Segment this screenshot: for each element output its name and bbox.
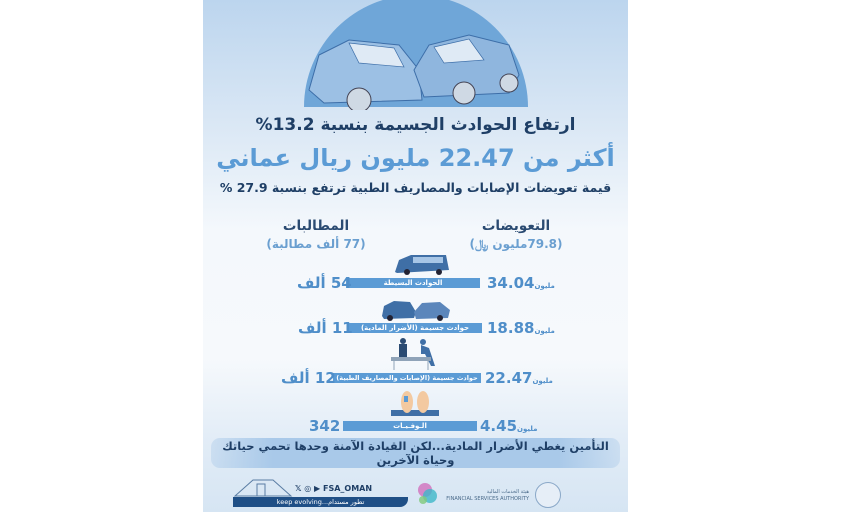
x-icon[interactable]: 𝕏 [295, 484, 302, 493]
fsa-seal-logo [535, 482, 561, 508]
car-crash-illustration [308, 34, 520, 110]
subheadline: قيمة تعويضات الإصابات والمصاريف الطبية ت… [219, 180, 612, 195]
compensation-value: 4.45 [480, 417, 518, 435]
row-compensation-material: مليون18.88 [487, 319, 558, 337]
authority-name-ar: هيئة الخدمات المالية [486, 489, 529, 495]
highlight-amount: أكثر من 22.47 مليون ريال عماني [216, 144, 615, 172]
claims-title: المطالبات [282, 218, 350, 234]
car-collision-icon [382, 301, 450, 321]
social-handle: FSA_OMAN [322, 484, 373, 493]
title-block: ارتفاع الحوادث الجسيمة بنسبة 13.2% أكثر … [183, 114, 648, 196]
row-bar-injuries: حوادث جسيمة (الإصابات والمصاريف الطبية) [333, 373, 481, 383]
authority-name-en: FINANCIAL SERVICES AUTHORITY [446, 496, 529, 502]
slogan-ribbon: keep evolving...تطور مستدام [233, 497, 408, 507]
youtube-icon[interactable]: ▶ [314, 484, 321, 493]
row-compensation-fatalities: مليون4.45 [480, 417, 540, 435]
medical-stretcher-icon [391, 338, 435, 370]
compensation-value: 22.47 [485, 369, 533, 387]
compensation-value: 34.04 [487, 274, 535, 292]
compensation-total: (79.8مليون ﷼) [469, 237, 563, 251]
infographic-poster: ارتفاع الحوادث الجسيمة بنسبة 13.2% أكثر … [203, 0, 628, 512]
safety-message-banner: التأمين يغطي الأضرار المادية...لكن القيا… [211, 438, 620, 468]
deceased-feet-icon [391, 391, 439, 416]
compensation-value: 18.88 [487, 319, 535, 337]
row-claims-injuries: 12 ألف [281, 369, 336, 387]
row-claims-fatalities: 342 [309, 417, 341, 435]
unit-label: مليون [534, 282, 555, 290]
compensation-title: التعويضات [481, 218, 551, 234]
unit-label: مليون [534, 327, 555, 335]
row-claims-material: 11 ألف [298, 319, 353, 337]
headline: ارتفاع الحوادث الجسيمة بنسبة 13.2% [255, 115, 576, 135]
authority-name: هيئة الخدمات المالية FINANCIAL SERVICES … [443, 489, 529, 503]
building-illustration-icon [233, 479, 293, 497]
unit-label: مليون [532, 377, 553, 385]
minor-accident-icon [395, 255, 449, 275]
row-bar-material-damage: حوادث جسيمة (الأضرار المادية) [348, 323, 482, 333]
claims-column-header: المطالبات (77 ألف مطالبة) [246, 218, 386, 251]
instagram-icon[interactable]: ◎ [304, 484, 312, 493]
row-compensation-injuries: مليون22.47 [485, 369, 556, 387]
claims-total: (77 ألف مطالبة) [266, 237, 366, 251]
social-links[interactable]: 𝕏 ◎ ▶ FSA_OMAN [295, 484, 372, 493]
unit-label: مليون [517, 425, 538, 433]
row-claims-minor: 54 ألف [297, 274, 352, 292]
vision-logo-icon [418, 483, 437, 504]
row-bar-minor-accidents: الحوادث البسيطة [346, 278, 480, 288]
compensation-column-header: التعويضات (79.8مليون ﷼) [446, 218, 586, 252]
row-bar-fatalities: الـوفـيـات [343, 421, 477, 431]
row-compensation-minor: مليون34.04 [487, 274, 558, 292]
